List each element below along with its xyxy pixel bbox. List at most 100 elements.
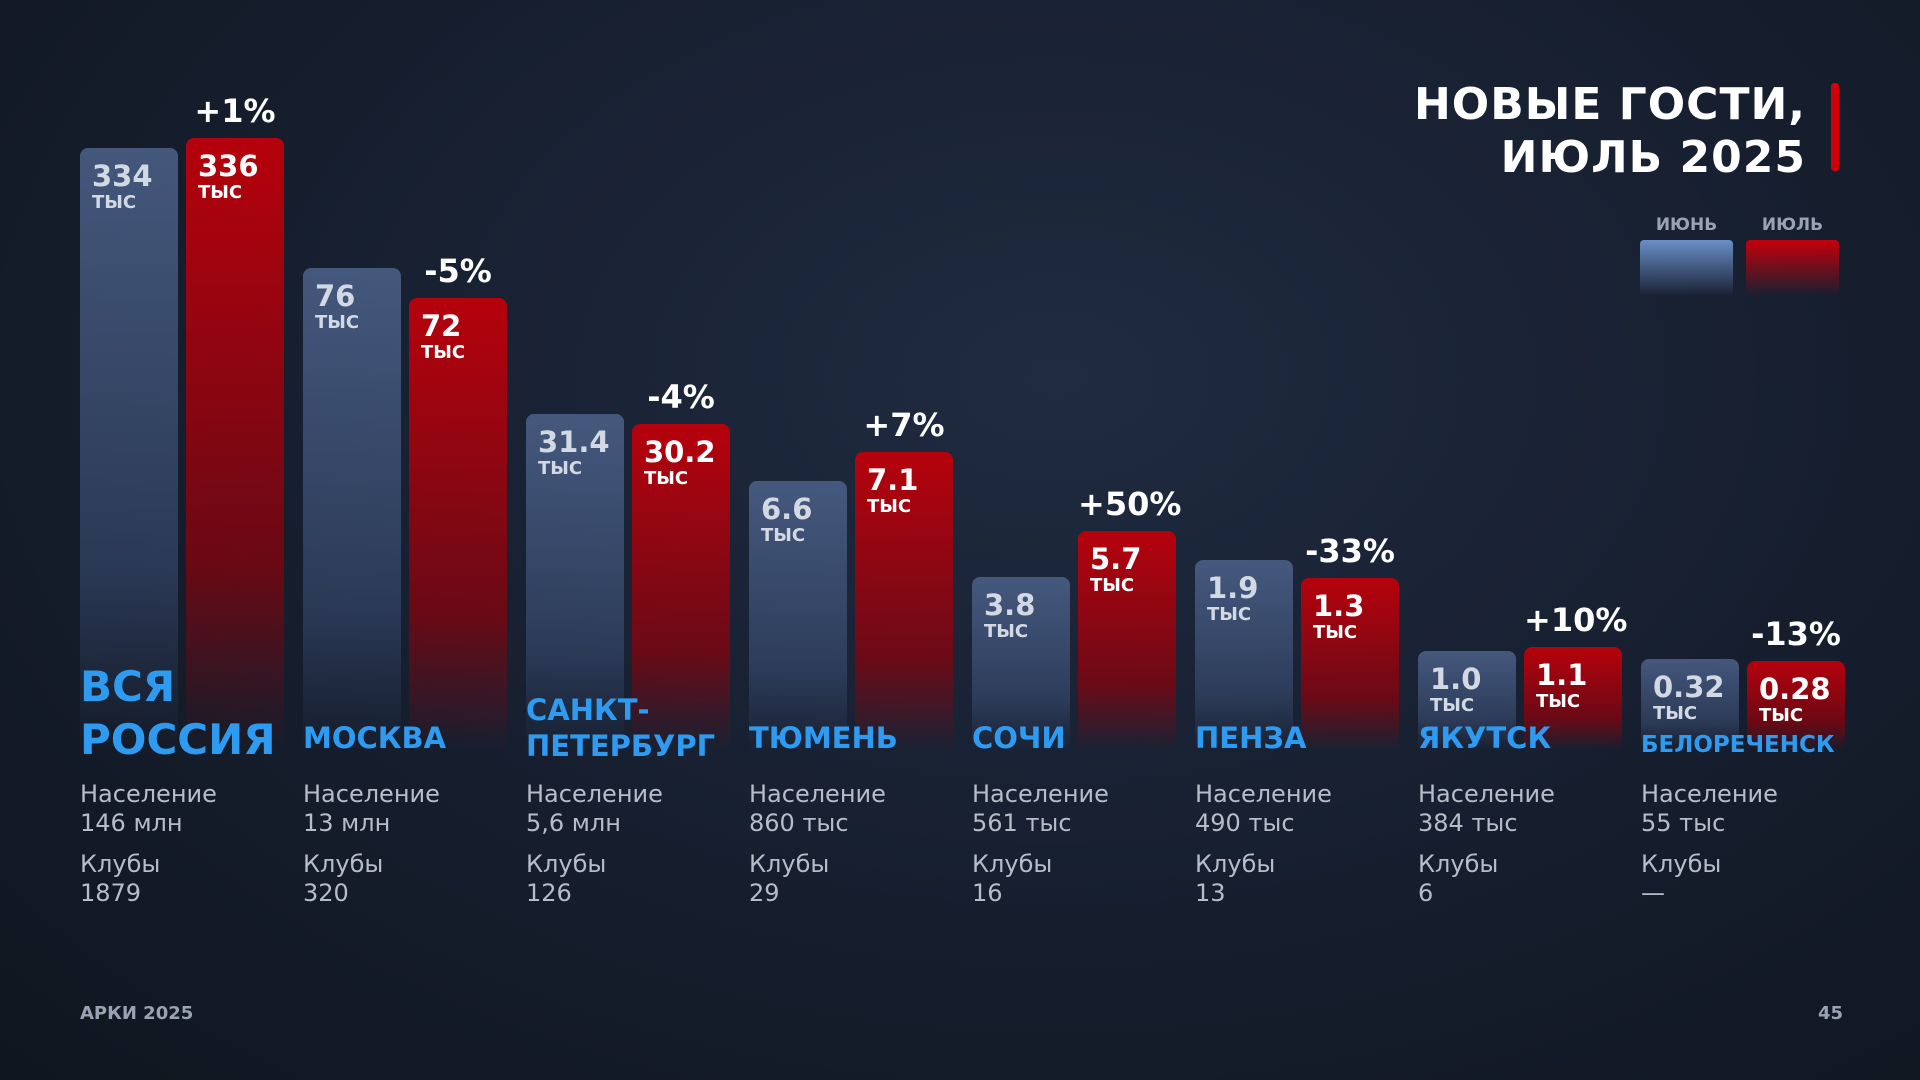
june-value: 334 [92,159,153,193]
population-label: Население [303,780,440,808]
population-label: Население [749,780,886,808]
title-line-1: НОВЫЕ ГОСТИ, [1413,79,1806,130]
city-group: 31.4 ТЫС -4% 30.2 ТЫС САНКТ-ПЕТЕРБУРГ На… [526,0,749,1080]
city-name: ВСЯ РОССИЯ [80,662,276,764]
city-name: ЯКУТСК [1418,721,1552,755]
bar-july: 1.1 ТЫС [1524,647,1622,750]
city-group: 0.32 ТЫС -13% 0.28 ТЫС БЕЛОРЕЧЕНСК Насел… [1641,0,1864,1080]
population-value: 146 млн [80,809,183,837]
july-value: 336 [198,149,259,183]
clubs-label: Клубы [972,850,1053,878]
city-group: 76 ТЫС -5% 72 ТЫС МОСКВА Население 13 мл… [303,0,526,1080]
bar-july: 72 ТЫС [409,298,507,750]
july-value: 1.1 [1536,658,1588,692]
bar-july: 336 ТЫС [186,138,284,750]
city-group: 334 ТЫС +1% 336 ТЫС ВСЯ РОССИЯ Население… [80,0,303,1080]
clubs-label: Клубы [80,850,161,878]
clubs-label: Клубы [1641,850,1722,878]
unit-label: ТЫС [315,312,360,333]
unit-label: ТЫС [1313,622,1358,643]
population-value: 5,6 млн [526,809,621,837]
city-name: САНКТ-ПЕТЕРБУРГ [526,693,716,763]
population-label: Население [1195,780,1332,808]
july-value: 7.1 [867,463,919,497]
change-percent: +50% [1078,485,1182,523]
city-name: СОЧИ [972,721,1066,755]
unit-label: ТЫС [538,458,583,479]
population-value: 490 тыс [1195,809,1295,837]
change-percent: -4% [647,378,715,416]
bar-july: 7.1 ТЫС [855,452,953,750]
population-label: Население [1418,780,1555,808]
unit-label: ТЫС [421,342,466,363]
change-percent: +7% [863,406,945,444]
population-label: Население [1641,780,1778,808]
unit-label: ТЫС [198,182,243,203]
bar-june: 3.8 ТЫС [972,577,1070,750]
legend-july-swatch [1746,240,1839,296]
unit-label: ТЫС [1430,695,1475,716]
legend-june-label: ИЮНЬ [1655,215,1718,235]
june-value: 1.0 [1430,662,1482,696]
bar-june: 0.32 ТЫС [1641,659,1739,750]
title-accent-bar [1831,83,1839,171]
unit-label: ТЫС [1536,691,1581,712]
city-group: 3.8 ТЫС +50% 5.7 ТЫС СОЧИ Население 561 … [972,0,1195,1080]
june-value: 6.6 [761,492,813,526]
population-label: Население [80,780,217,808]
city-name: МОСКВА [303,721,447,755]
population-value: 561 тыс [972,809,1072,837]
unit-label: ТЫС [761,525,806,546]
bar-july: 5.7 ТЫС [1078,531,1176,750]
bar-july: 1.3 ТЫС [1301,578,1399,750]
population-value: 13 млн [303,809,391,837]
population-label: Население [526,780,663,808]
unit-label: ТЫС [1759,705,1804,726]
unit-label: ТЫС [867,496,912,517]
clubs-value: 126 [526,879,572,907]
population-value: 384 тыс [1418,809,1518,837]
clubs-label: Клубы [303,850,384,878]
change-percent: +10% [1524,601,1628,639]
title-line-2: ИЮЛЬ 2025 [1500,132,1806,183]
unit-label: ТЫС [984,621,1029,642]
july-value: 5.7 [1090,542,1142,576]
change-percent: -13% [1751,615,1841,653]
unit-label: ТЫС [1090,575,1135,596]
legend-july-label: ИЮЛЬ [1761,215,1824,235]
clubs-value: 320 [303,879,349,907]
clubs-label: Клубы [1195,850,1276,878]
city-name: ПЕНЗА [1195,721,1307,755]
clubs-value: 6 [1418,879,1434,907]
population-value: 860 тыс [749,809,849,837]
june-value: 0.32 [1653,670,1725,704]
population-value: 55 тыс [1641,809,1726,837]
page-title: НОВЫЕ ГОСТИ, ИЮЛЬ 2025 [1414,78,1806,184]
city-group: 6.6 ТЫС +7% 7.1 ТЫС ТЮМЕНЬ Население 860… [749,0,972,1080]
clubs-label: Клубы [526,850,607,878]
bar-july: 0.28 ТЫС [1747,661,1845,750]
july-value: 1.3 [1313,589,1365,623]
unit-label: ТЫС [1653,703,1698,724]
july-value: 0.28 [1759,672,1831,706]
july-value: 72 [421,309,462,343]
footer-brand: АРКИ 2025 [80,1003,194,1024]
clubs-value: 13 [1195,879,1226,907]
city-name: БЕЛОРЕЧЕНСК [1641,732,1835,758]
clubs-value: 29 [749,879,780,907]
bar-june: 1.0 ТЫС [1418,651,1516,750]
unit-label: ТЫС [92,192,137,213]
bar-june: 31.4 ТЫС [526,414,624,750]
bar-june: 6.6 ТЫС [749,481,847,750]
clubs-label: Клубы [1418,850,1499,878]
unit-label: ТЫС [1207,604,1252,625]
june-value: 76 [315,279,356,313]
clubs-label: Клубы [749,850,830,878]
clubs-value: 16 [972,879,1003,907]
unit-label: ТЫС [644,468,689,489]
bar-june: 334 ТЫС [80,148,178,750]
city-name: ТЮМЕНЬ [749,721,898,755]
change-percent: +1% [194,92,276,130]
page-number: 45 [1818,1003,1844,1024]
clubs-value: 1879 [80,879,142,907]
